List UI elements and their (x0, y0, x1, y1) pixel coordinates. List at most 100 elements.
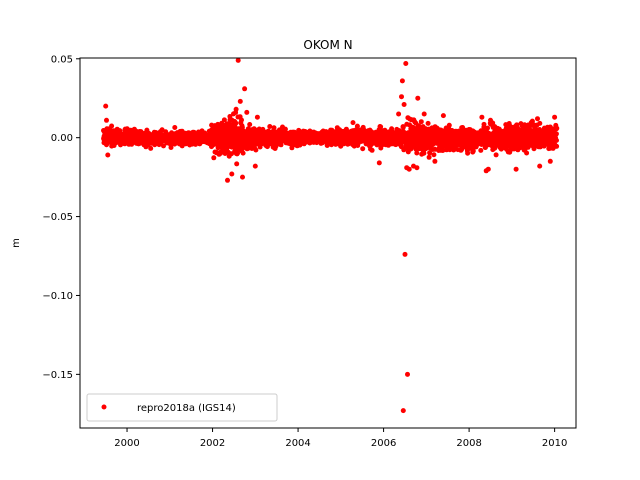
data-point (221, 117, 227, 123)
data-point (481, 121, 487, 127)
outlier-point (414, 165, 420, 171)
y-tick-label: −0.05 (42, 212, 73, 223)
outlier-point (401, 102, 407, 107)
data-points-layer (101, 57, 560, 414)
outlier-point (237, 98, 243, 104)
data-point (234, 161, 240, 167)
outlier-point (415, 95, 421, 101)
data-point (360, 146, 366, 152)
outlier-point (405, 371, 410, 377)
data-point (446, 122, 452, 128)
outlier-point (403, 61, 409, 66)
legend-label: repro2018a (IGS14) (137, 403, 236, 414)
data-point (524, 150, 530, 156)
data-point (211, 155, 217, 161)
data-point (537, 120, 543, 126)
data-point (421, 150, 427, 156)
outlier-point (233, 106, 239, 112)
legend-box (86, 393, 278, 422)
outlier-point (244, 109, 250, 115)
data-point (282, 126, 288, 132)
data-point (414, 150, 420, 156)
data-point (271, 125, 277, 131)
data-point (354, 123, 360, 129)
data-point (350, 120, 356, 126)
outlier-point (225, 177, 230, 183)
data-point (148, 145, 154, 151)
data-point (553, 131, 559, 137)
outlier-point (103, 103, 109, 109)
outlier-point (440, 113, 446, 119)
data-point (378, 124, 384, 130)
data-point (554, 125, 560, 131)
outlier-point (547, 158, 553, 164)
data-point (267, 124, 273, 129)
outlier-point (399, 94, 404, 100)
outlier-point (552, 114, 558, 120)
x-tick-label: 2002 (200, 438, 225, 449)
outlier-point (421, 111, 427, 117)
outlier-point (399, 78, 405, 84)
data-point (485, 125, 490, 131)
data-point (233, 120, 239, 126)
y-axis: 0.05 0.00 −0.05 −0.10 −0.15 (42, 54, 80, 381)
data-point (529, 118, 535, 124)
outlier-point (254, 114, 260, 120)
data-point (493, 152, 499, 158)
outlier-point (252, 163, 258, 169)
data-point (239, 117, 244, 123)
x-tick-label: 2006 (371, 438, 396, 449)
x-tick-label: 2008 (456, 438, 481, 449)
x-tick-label: 2000 (114, 438, 139, 449)
outlier-point (229, 171, 235, 177)
data-point (235, 150, 240, 156)
data-point (460, 125, 466, 130)
outlier-point (376, 160, 382, 166)
chart-title: OKOM N (303, 38, 352, 52)
data-point (278, 142, 284, 148)
outlier-point (535, 116, 540, 122)
data-point (253, 147, 259, 153)
y-axis-label: m (11, 238, 22, 248)
outlier-point (485, 166, 491, 172)
data-point (369, 147, 375, 153)
outlier-point (235, 57, 241, 63)
data-point (410, 125, 416, 130)
x-tick-label: 2004 (285, 438, 310, 449)
data-point (554, 137, 559, 143)
data-point (161, 143, 166, 149)
y-tick-label: 0.05 (51, 54, 73, 65)
legend-marker (101, 404, 107, 410)
data-point (440, 148, 446, 153)
outlier-point (104, 117, 109, 123)
x-tick-label: 2010 (542, 438, 567, 449)
data-point (478, 147, 484, 153)
outlier-point (406, 166, 412, 172)
outlier-point (240, 174, 245, 180)
data-point (168, 145, 174, 150)
plot-frame (79, 57, 577, 429)
outlier-point (513, 166, 519, 172)
data-point (247, 122, 253, 127)
outlier-point (242, 86, 248, 92)
data-point (240, 150, 246, 156)
data-point (172, 125, 178, 130)
data-point (431, 152, 437, 158)
data-point (109, 123, 115, 129)
y-tick-label: −0.15 (42, 370, 73, 381)
data-point (554, 143, 560, 149)
outlier-point (537, 163, 543, 169)
legend: repro2018a (IGS14) (86, 393, 278, 422)
outlier-point (396, 111, 402, 117)
data-point (400, 124, 406, 130)
data-point (426, 154, 432, 160)
outlier-point (432, 158, 438, 164)
y-tick-label: 0.00 (51, 133, 73, 144)
data-point (427, 150, 433, 156)
outlier-point (488, 117, 493, 123)
data-point (239, 124, 245, 130)
outlier-point (400, 408, 406, 414)
outlier-point (479, 114, 485, 120)
